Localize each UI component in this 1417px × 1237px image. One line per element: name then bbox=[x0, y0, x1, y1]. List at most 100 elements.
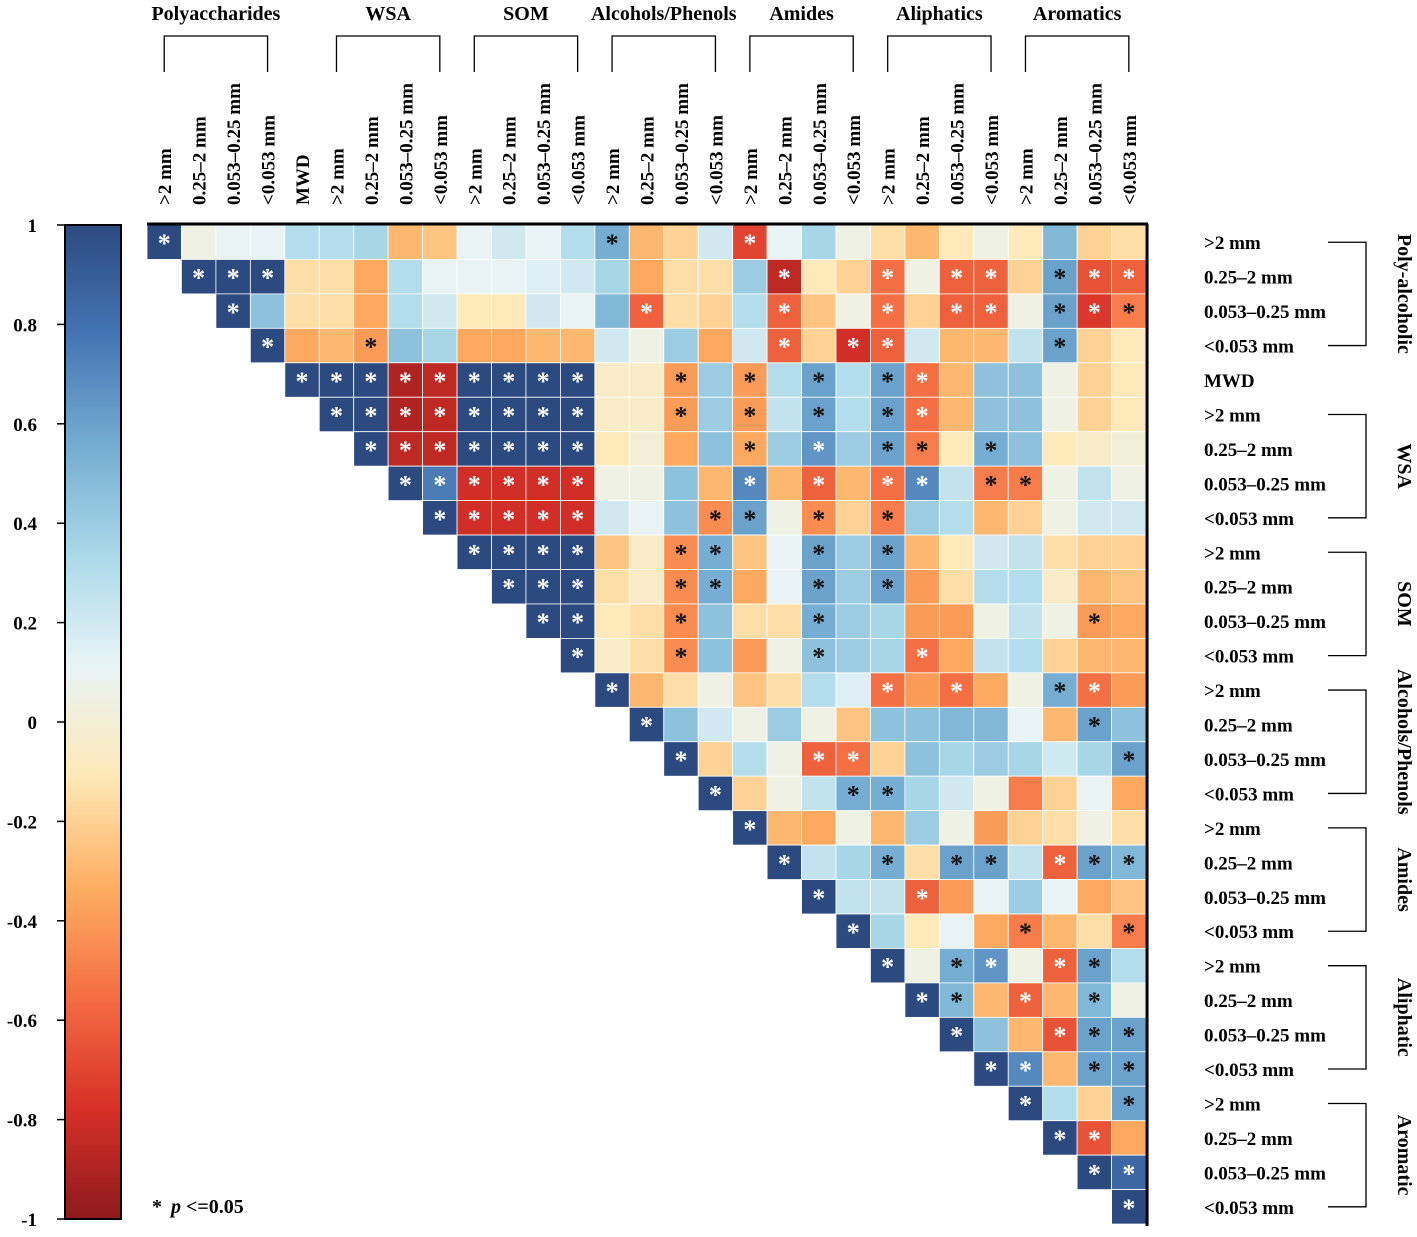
heatmap-cell bbox=[766, 706, 802, 743]
heatmap-cell bbox=[766, 431, 802, 467]
heatmap-cell bbox=[560, 362, 596, 398]
significance-star: * bbox=[1053, 849, 1066, 878]
heatmap-cell bbox=[594, 638, 630, 674]
heatmap-cell bbox=[594, 293, 630, 329]
significance-star: * bbox=[916, 643, 929, 672]
heatmap-cell bbox=[1042, 362, 1078, 398]
heatmap-cell bbox=[560, 293, 596, 329]
column-group-bracket bbox=[1024, 35, 1130, 72]
column-label: <0.053 mm bbox=[259, 115, 280, 205]
significance-star: * bbox=[433, 505, 446, 534]
heatmap-cell bbox=[1042, 982, 1078, 1018]
significance-star: * bbox=[571, 608, 584, 637]
heatmap-cell bbox=[732, 672, 768, 708]
heatmap-cell bbox=[628, 327, 665, 364]
significance-star: * bbox=[985, 298, 998, 327]
heatmap-cell bbox=[835, 431, 871, 467]
heatmap-cell bbox=[422, 293, 458, 329]
heatmap-cell bbox=[904, 603, 940, 639]
heatmap-cell bbox=[1111, 982, 1147, 1018]
heatmap-cell bbox=[525, 259, 561, 295]
heatmap-cell bbox=[973, 396, 1009, 433]
significance-star: * bbox=[364, 436, 377, 465]
column-group-label: Amides bbox=[769, 3, 834, 25]
heatmap-cell bbox=[973, 775, 1009, 812]
heatmap-cell bbox=[1042, 1016, 1078, 1053]
heatmap-cell bbox=[732, 741, 768, 777]
significance-star: * bbox=[502, 574, 515, 603]
heatmap-cell bbox=[387, 293, 423, 329]
significance-star: * bbox=[881, 677, 894, 706]
heatmap-cell bbox=[628, 534, 665, 570]
significance-star: * bbox=[674, 574, 687, 603]
heatmap-cell bbox=[1111, 1051, 1147, 1087]
heatmap-cell bbox=[766, 603, 802, 639]
heatmap-cell bbox=[1042, 534, 1078, 570]
heatmap-cell bbox=[663, 672, 699, 708]
heatmap-cell bbox=[904, 741, 940, 777]
heatmap-cell bbox=[938, 465, 975, 501]
significance-star: * bbox=[1053, 953, 1066, 982]
heatmap-cell bbox=[1007, 879, 1044, 915]
significance-star: * bbox=[468, 470, 481, 499]
heatmap-cell bbox=[904, 500, 940, 536]
heatmap-cell bbox=[870, 810, 906, 846]
colorbar-tick-label: 0.4 bbox=[13, 514, 37, 535]
significance-star: * bbox=[1088, 987, 1101, 1016]
heatmap-cell bbox=[835, 362, 871, 398]
heatmap-cell bbox=[697, 775, 734, 812]
heatmap-cell bbox=[1042, 948, 1078, 984]
heatmap-cell bbox=[1076, 741, 1113, 777]
heatmap-cell bbox=[835, 672, 871, 708]
row-group-bracket bbox=[1328, 1102, 1367, 1208]
heatmap-cell bbox=[560, 569, 596, 605]
heatmap-cell bbox=[1111, 327, 1147, 364]
heatmap-cell bbox=[1007, 672, 1044, 708]
heatmap-cell bbox=[560, 224, 596, 260]
heatmap-cell bbox=[628, 569, 665, 605]
significance-star: * bbox=[674, 367, 687, 396]
significance-star: * bbox=[881, 333, 894, 362]
heatmap-cell bbox=[870, 396, 906, 433]
heatmap-cell bbox=[835, 879, 871, 915]
significance-star: * bbox=[433, 367, 446, 396]
heatmap-cell bbox=[973, 913, 1009, 949]
row-label: <0.053 mm bbox=[1204, 1060, 1294, 1081]
row-label: >2 mm bbox=[1204, 819, 1261, 840]
heatmap-cell bbox=[835, 500, 871, 536]
heatmap-cell bbox=[870, 293, 906, 329]
column-label: 0.053–0.25 mm bbox=[396, 83, 417, 205]
row-group-bracket bbox=[1328, 551, 1367, 657]
heatmap-cell bbox=[491, 500, 527, 536]
heatmap-cell bbox=[663, 465, 699, 501]
heatmap-cell bbox=[215, 224, 251, 260]
heatmap-cell bbox=[766, 741, 802, 777]
heatmap-cell bbox=[456, 327, 492, 364]
significance-star: * bbox=[985, 436, 998, 465]
significance-star: * bbox=[1122, 746, 1135, 775]
heatmap-cell bbox=[1076, 1085, 1113, 1122]
heatmap-cell bbox=[387, 224, 423, 260]
heatmap-cell bbox=[973, 603, 1009, 639]
column-label: 0.053–0.25 mm bbox=[810, 83, 831, 205]
significance-star: * bbox=[812, 884, 825, 913]
heatmap-cell bbox=[628, 224, 665, 260]
heatmap-cell bbox=[835, 913, 871, 949]
heatmap-cell bbox=[870, 500, 906, 536]
heatmap-cell bbox=[766, 293, 802, 329]
heatmap-cell bbox=[904, 569, 940, 605]
heatmap-cell bbox=[1042, 465, 1078, 501]
row-group-bracket bbox=[1328, 689, 1367, 795]
column-label: <0.053 mm bbox=[431, 115, 452, 205]
column-label: 0.25–2 mm bbox=[913, 116, 934, 205]
heatmap-cell bbox=[353, 431, 389, 467]
heatmap-cell bbox=[938, 534, 975, 570]
row-label: >2 mm bbox=[1204, 957, 1261, 978]
heatmap-cell bbox=[1042, 810, 1078, 846]
heatmap-cell bbox=[973, 948, 1009, 984]
heatmap-cell bbox=[697, 603, 734, 639]
heatmap-cell bbox=[732, 534, 768, 570]
significance-star: * bbox=[985, 264, 998, 293]
heatmap-cell bbox=[697, 638, 734, 674]
significance-star: * bbox=[674, 746, 687, 775]
